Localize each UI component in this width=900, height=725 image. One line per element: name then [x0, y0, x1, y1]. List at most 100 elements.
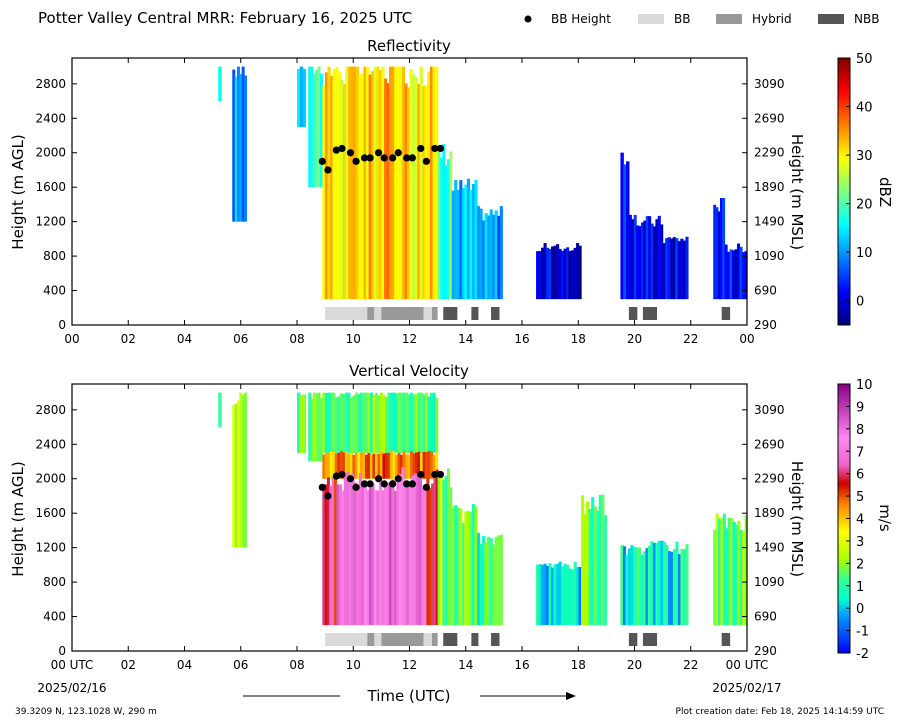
echo-segment — [322, 392, 439, 453]
echo-strip — [374, 453, 379, 479]
echo-strip — [487, 215, 491, 300]
echo-strip — [720, 198, 723, 300]
echo-strip — [715, 513, 719, 626]
echo-strip — [356, 489, 360, 626]
echo-strip — [444, 165, 448, 300]
echo-strip — [339, 451, 343, 479]
echo-segment — [477, 533, 503, 626]
echo-strip — [494, 536, 498, 626]
y-tick-label: 1600 — [35, 180, 66, 194]
colorbar-tick-label: -1 — [856, 625, 869, 640]
echo-strip — [391, 66, 395, 300]
echo-strip — [324, 452, 328, 479]
colorbar-gradient — [837, 57, 851, 326]
echo-strip — [354, 392, 359, 453]
echo-strip — [586, 501, 590, 626]
echo-strip — [420, 392, 424, 453]
echo-strip — [302, 68, 307, 127]
echo-strip — [421, 486, 425, 626]
x-tick-label: 22 — [683, 332, 698, 346]
y-tick-label: 2400 — [35, 437, 66, 451]
echo-strip — [324, 484, 328, 626]
echo-strip — [652, 542, 657, 626]
y-tick-label-right: 290 — [754, 318, 777, 332]
echo-strip — [464, 511, 468, 626]
echo-strip — [718, 518, 722, 626]
echo-strip — [337, 396, 341, 453]
echo-strip — [637, 547, 642, 626]
echo-strip — [596, 510, 600, 626]
echo-strip — [660, 224, 664, 300]
y-tick-label: 800 — [43, 575, 66, 589]
echo-strip — [332, 452, 336, 479]
echo-strip — [576, 243, 580, 300]
x-tick-label: 08 — [289, 658, 304, 672]
echo-strip — [401, 66, 405, 300]
colorbar-tick-label: 2 — [856, 557, 864, 572]
echo-segment — [477, 206, 503, 300]
echo-segment — [662, 236, 689, 300]
echo-strip — [482, 536, 486, 626]
echo-segment — [628, 214, 664, 300]
echo-strip — [556, 563, 560, 626]
colorbar-tick-label: 4 — [856, 513, 864, 528]
echo-strip — [347, 392, 351, 453]
echo-strip — [327, 66, 331, 300]
bb-height-point — [394, 149, 402, 157]
echo-strip — [732, 250, 736, 300]
x-tick-label: 10 — [346, 332, 361, 346]
echo-strip — [603, 515, 607, 626]
echo-strip — [456, 189, 460, 300]
legend-swatch-nbb — [818, 14, 844, 24]
echo-strip — [348, 66, 352, 300]
echo-strip — [432, 66, 436, 300]
echo-strip — [392, 392, 396, 453]
echo-strip — [650, 223, 654, 300]
bb-height-point — [389, 154, 397, 162]
bb-type-bar-hybrid — [367, 307, 375, 320]
bb-height-point — [374, 149, 383, 157]
echo-strip — [237, 66, 240, 222]
colorbar-label-dbz: dBZ — [876, 177, 894, 207]
bb-height-point — [403, 154, 411, 162]
echo-strip — [435, 398, 439, 453]
echo-strip — [561, 566, 565, 626]
echo-strip — [379, 451, 384, 479]
echo-strip — [350, 66, 354, 300]
echo-strip — [422, 394, 426, 453]
echo-strip — [327, 392, 331, 453]
bb-type-bar-nbb — [491, 307, 500, 320]
echo-strip — [403, 483, 407, 626]
echo-strip — [568, 568, 572, 626]
echo-strip — [330, 76, 334, 300]
echo-strip — [412, 74, 416, 300]
echo-strip — [381, 66, 385, 300]
echo-strip — [348, 479, 352, 626]
echo-strip — [672, 237, 676, 300]
echo-strip — [417, 451, 421, 479]
echo-strip — [454, 505, 458, 626]
echo-strip — [376, 66, 380, 300]
echo-strip — [447, 468, 450, 626]
echo-strip — [395, 393, 399, 453]
echo-strip — [324, 393, 328, 453]
echo-strip — [310, 398, 314, 462]
echo-strip — [425, 451, 429, 479]
echo-strip — [576, 567, 580, 626]
echo-strip — [427, 451, 431, 479]
legend: BB Height BB Hybrid NBB — [524, 12, 879, 26]
echo-strip — [379, 392, 384, 453]
y-axis-label-left-2: Height (m AGL) — [9, 461, 27, 576]
bb-height-point — [346, 475, 355, 483]
echo-segment — [308, 392, 323, 462]
echo-strip — [357, 394, 361, 453]
echo-strip — [299, 395, 304, 453]
echo-strip — [724, 244, 728, 300]
echo-strip — [366, 66, 370, 300]
echo-strip — [737, 520, 741, 626]
echo-strip — [322, 487, 326, 626]
echo-segment — [232, 66, 247, 222]
echo-strip — [680, 549, 684, 626]
echo-strip — [397, 453, 401, 479]
echo-strip — [342, 393, 346, 453]
